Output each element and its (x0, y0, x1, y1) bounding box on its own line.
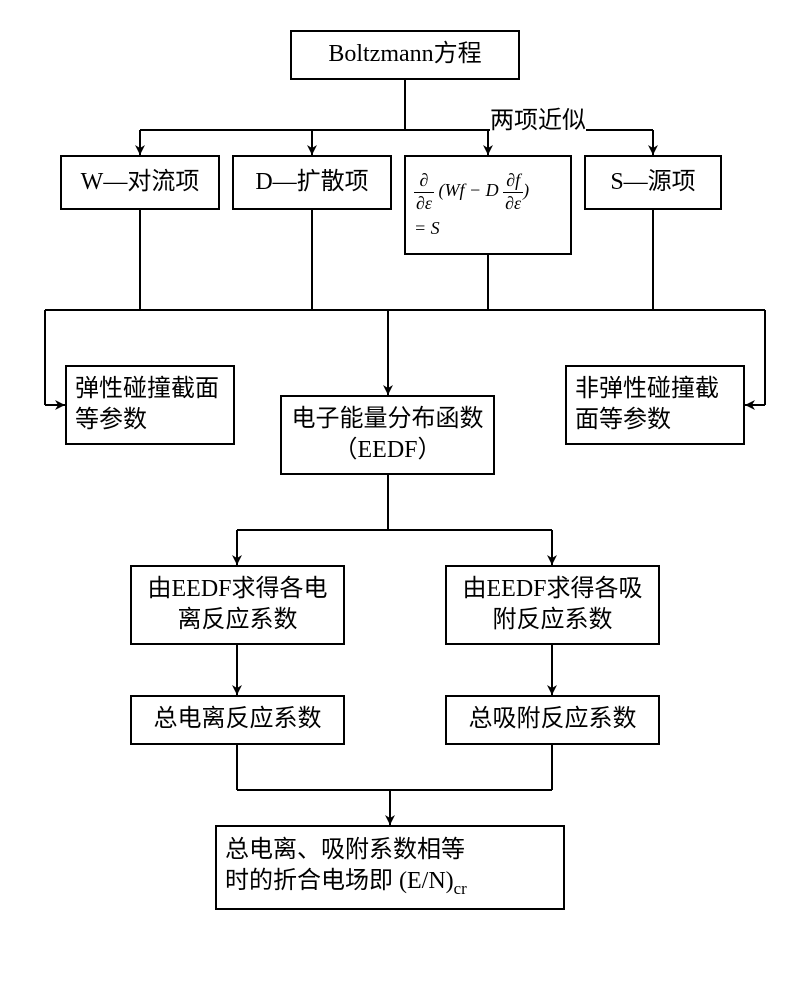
node-elastic-params: 弹性碰撞截面等参数 (65, 365, 235, 445)
node-ionization-each: 由EEDF求得各电离反应系数 (130, 565, 345, 645)
node-label: S—源项 (610, 167, 695, 198)
node-attachment-each: 由EEDF求得各吸附反应系数 (445, 565, 660, 645)
node-label: 非弹性碰撞截面等参数 (575, 374, 735, 436)
diagram-canvas: Boltzmann方程 两项近似 W—对流项 D—扩散项 ∂∂ε (Wf − D… (0, 0, 796, 1000)
node-label: 弹性碰撞截面等参数 (75, 374, 225, 436)
node-inelastic-params: 非弹性碰撞截面等参数 (565, 365, 745, 445)
node-d-diffusion: D—扩散项 (232, 155, 392, 210)
node-attachment-total: 总吸附反应系数 (445, 695, 660, 745)
node-final-result: 总电离、吸附系数相等 时的折合电场即 (E/N)cr (215, 825, 565, 910)
node-label: 总电离反应系数 (154, 704, 322, 735)
node-label: D—扩散项 (255, 167, 368, 198)
label-two-term-approx: 两项近似 (490, 100, 586, 135)
node-equation: ∂∂ε (Wf − D ∂f∂ε) = S (404, 155, 572, 255)
node-s-source: S—源项 (584, 155, 722, 210)
equation-content: ∂∂ε (Wf − D ∂f∂ε) = S (414, 170, 562, 240)
node-boltzmann: Boltzmann方程 (290, 30, 520, 80)
node-label: 电子能量分布函数（EEDF） (290, 404, 485, 466)
node-label: 由EEDF求得各电离反应系数 (140, 574, 335, 636)
node-label: 由EEDF求得各吸附反应系数 (455, 574, 650, 636)
node-eedf: 电子能量分布函数（EEDF） (280, 395, 495, 475)
node-label: 总电离、吸附系数相等 时的折合电场即 (E/N)cr (225, 835, 467, 900)
node-w-convection: W—对流项 (60, 155, 220, 210)
node-label: W—对流项 (81, 167, 200, 198)
node-label: 总吸附反应系数 (469, 704, 637, 735)
node-ionization-total: 总电离反应系数 (130, 695, 345, 745)
node-label: Boltzmann方程 (328, 39, 481, 70)
